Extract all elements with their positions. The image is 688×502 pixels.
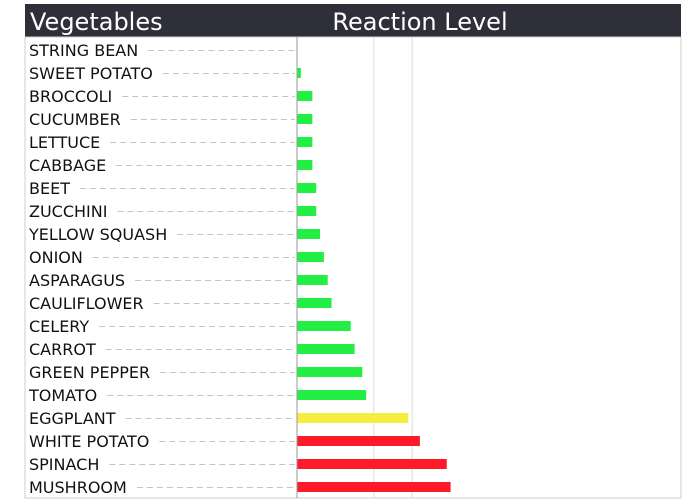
category-label: CELERY bbox=[29, 317, 89, 336]
bar bbox=[297, 137, 313, 147]
category-label: ONION bbox=[29, 248, 83, 267]
category-label: CARROT bbox=[29, 340, 96, 359]
plot-frame bbox=[24, 36, 682, 499]
category-label: GREEN PEPPER bbox=[29, 363, 150, 382]
category-label: CAULIFLOWER bbox=[29, 294, 144, 313]
bar bbox=[297, 114, 313, 124]
category-label: ZUCCHINI bbox=[29, 202, 107, 221]
grid-layer bbox=[373, 37, 413, 498]
bar bbox=[297, 436, 420, 446]
bar bbox=[297, 482, 451, 492]
bar bbox=[297, 229, 321, 239]
category-label: SWEET POTATO bbox=[29, 64, 153, 83]
bar bbox=[297, 252, 324, 262]
leader-layer bbox=[79, 50, 295, 488]
category-label: WHITE POTATO bbox=[29, 432, 149, 451]
bar bbox=[297, 344, 355, 354]
category-label: BROCCOLI bbox=[29, 87, 112, 106]
bar bbox=[297, 413, 409, 423]
category-label: BEET bbox=[29, 179, 70, 198]
category-label: CUCUMBER bbox=[29, 110, 121, 129]
bar bbox=[297, 459, 447, 469]
category-label: STRING BEAN bbox=[29, 41, 138, 60]
category-label: YELLOW SQUASH bbox=[28, 225, 167, 244]
bar bbox=[297, 206, 317, 216]
category-label: TOMATO bbox=[28, 386, 97, 405]
bar bbox=[297, 275, 328, 285]
bar bbox=[297, 91, 313, 101]
header-bar bbox=[25, 4, 681, 37]
label-layer: STRING BEAN SWEET POTATO BROCCOLI CUCUMBER L… bbox=[28, 41, 167, 497]
category-label: MUSHROOM bbox=[29, 478, 127, 497]
header-reaction-level-title: Reaction Level bbox=[332, 8, 507, 36]
bar bbox=[297, 298, 332, 308]
bar bbox=[297, 183, 317, 193]
bar bbox=[297, 367, 363, 377]
bar-layer bbox=[297, 68, 451, 492]
header-vegetables-title: Vegetables bbox=[30, 8, 163, 36]
category-label: LETTUCE bbox=[29, 133, 100, 152]
bar bbox=[297, 321, 351, 331]
bar bbox=[297, 160, 313, 170]
bar bbox=[297, 390, 367, 400]
category-label: SPINACH bbox=[29, 455, 99, 474]
category-label: ASPARAGUS bbox=[29, 271, 125, 290]
category-label: CABBAGE bbox=[29, 156, 106, 175]
category-label: EGGPLANT bbox=[29, 409, 116, 428]
bar bbox=[297, 68, 301, 78]
